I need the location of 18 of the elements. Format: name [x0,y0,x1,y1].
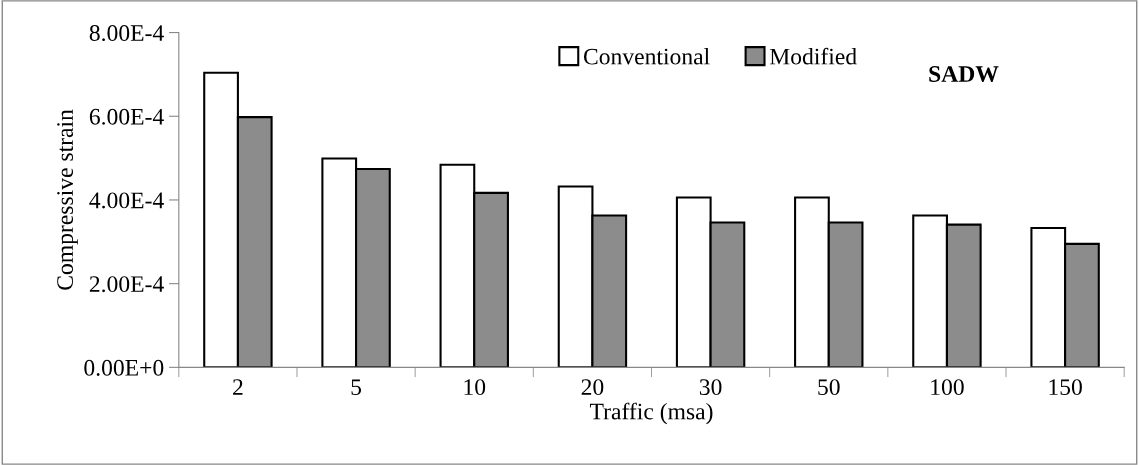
x-tick-label: 20 [581,379,604,396]
text: SADW [929,66,999,83]
y-tick-label: 2.00E-4 [89,276,164,293]
x-tick-label: 30 [699,379,722,396]
y-axis-title: Compressive strain [57,109,78,290]
y-tick-label: 4.00E-4 [89,192,164,209]
legend-label: Modified [769,47,857,65]
x-tick-label: 50 [818,379,840,396]
x-tick-label: 10 [464,379,486,396]
y-tick-label: 6.00E-4 [89,108,164,125]
x-tick-label: 100 [931,379,964,396]
x-tick-label: 150 [1049,379,1082,396]
legend-label: Conventional [583,47,710,65]
x-tick-label: 5 [351,379,362,396]
x-tick-label: 2 [233,379,243,395]
x-axis-title: Traffic (msa) [589,402,713,425]
y-tick-label: 0.00E+0 [84,359,164,376]
y-tick-label: 8.00E-4 [89,25,164,42]
